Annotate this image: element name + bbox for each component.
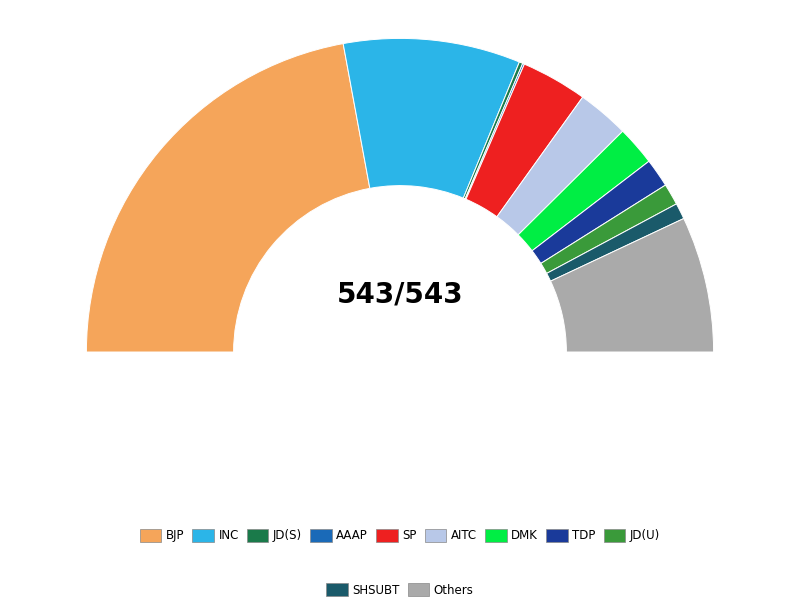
Wedge shape [532,161,666,263]
Wedge shape [518,131,649,251]
Wedge shape [497,97,622,235]
Text: 543/543: 543/543 [337,280,463,308]
Wedge shape [463,62,522,199]
Wedge shape [343,38,519,198]
Wedge shape [86,44,370,352]
Wedge shape [541,185,677,274]
Legend: SHSUBT, Others: SHSUBT, Others [322,578,478,600]
Wedge shape [546,204,684,281]
Wedge shape [550,218,714,352]
Wedge shape [465,64,524,199]
Wedge shape [466,64,582,217]
